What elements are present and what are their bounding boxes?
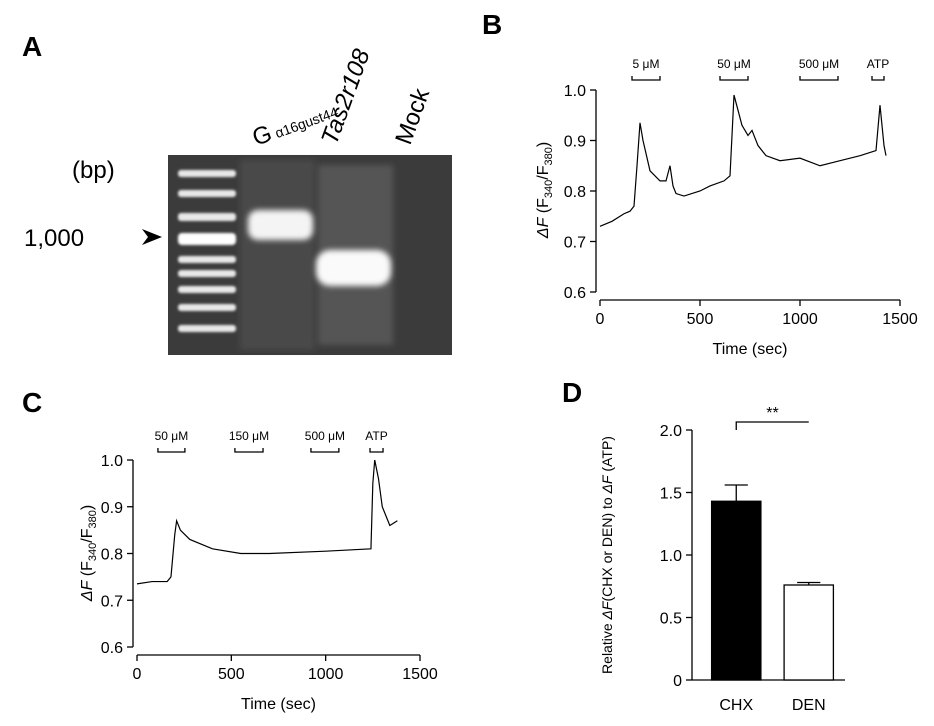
label-part: ) bbox=[79, 505, 96, 510]
stimulus-label: ATP bbox=[365, 429, 387, 443]
panel-label: C bbox=[22, 387, 42, 418]
x-tick-label: CHX bbox=[719, 697, 753, 714]
size-marker: 1,000 bbox=[24, 225, 84, 252]
y-tick-label: 0.6 bbox=[101, 640, 123, 657]
y-axis-label: Relative ΔF(CHX or DEN) to ΔF (ATP) bbox=[599, 436, 615, 674]
label-part: ΔF bbox=[535, 216, 552, 239]
label-part: (F bbox=[79, 561, 96, 581]
trace bbox=[136, 459, 398, 585]
label-part: ΔF bbox=[599, 474, 615, 494]
x-tick-label: 0 bbox=[133, 666, 142, 683]
stimulus-label: 500 μM bbox=[799, 57, 839, 71]
label-part: /F bbox=[535, 165, 552, 179]
y-axis-label: ΔF (F340/F380) bbox=[535, 142, 555, 239]
bar bbox=[783, 584, 835, 681]
stimulus-bar bbox=[871, 76, 885, 81]
panel-label: A bbox=[22, 31, 42, 62]
stimulus-label: ATP bbox=[867, 57, 889, 71]
y-tick-label: 0 bbox=[673, 673, 682, 690]
gel-panel: A (bp) 1,000 Gα16gust44 Tas2r108 Mock bbox=[22, 31, 452, 355]
label-part: ) bbox=[535, 142, 552, 147]
size-unit: (bp) bbox=[72, 157, 115, 184]
stimulus-label: 500 μM bbox=[305, 429, 345, 443]
label-part: 380 bbox=[543, 147, 555, 165]
trace bbox=[599, 94, 887, 227]
lane-label-main: G bbox=[249, 120, 276, 152]
gel-band bbox=[248, 210, 313, 240]
panel-label: D bbox=[562, 377, 582, 408]
stimulus-label: 5 μM bbox=[633, 57, 660, 71]
significance-label: ** bbox=[766, 405, 778, 422]
y-tick-label: 0.9 bbox=[101, 500, 123, 517]
marker-arrow bbox=[142, 229, 162, 245]
stimulus-bar bbox=[631, 76, 661, 81]
ladder bbox=[178, 170, 236, 332]
x-tick-label: DEN bbox=[792, 697, 826, 714]
stimulus-bar bbox=[799, 76, 839, 81]
x-tick-label: 500 bbox=[687, 311, 714, 328]
y-tick-label: 0.5 bbox=[660, 611, 682, 628]
stimulus-bar bbox=[234, 448, 264, 453]
stimulus-label: 50 μM bbox=[717, 57, 751, 71]
lane-bg bbox=[240, 160, 315, 350]
error-bar bbox=[797, 581, 821, 585]
label-part: (F bbox=[535, 198, 552, 218]
y-tick-label: 2.0 bbox=[660, 423, 682, 440]
label-part: 340 bbox=[543, 180, 555, 198]
x-tick-label: 500 bbox=[218, 666, 245, 683]
y-tick-label: 1.5 bbox=[660, 486, 682, 503]
label-part: /F bbox=[79, 528, 96, 542]
stimulus-label: 150 μM bbox=[229, 429, 269, 443]
y-axis-label: ΔF (F340/F380) bbox=[79, 505, 99, 602]
stimulus-bar bbox=[369, 448, 384, 453]
y-tick-label: 0.9 bbox=[564, 134, 586, 151]
lane-label: Mock bbox=[390, 84, 435, 148]
lane-label: Tas2r108 bbox=[316, 45, 376, 148]
x-tick-label: 1500 bbox=[882, 311, 918, 328]
stimulus-bar bbox=[719, 76, 749, 81]
y-tick-label: 1.0 bbox=[101, 453, 123, 470]
y-tick-label: 0.8 bbox=[101, 547, 123, 564]
y-tick-label: 0.6 bbox=[564, 285, 586, 302]
significance-bracket bbox=[735, 421, 809, 430]
gel-band bbox=[316, 250, 391, 286]
y-tick-label: 0.7 bbox=[101, 593, 123, 610]
label-part: Relative bbox=[599, 619, 615, 673]
y-tick-label: 1.0 bbox=[660, 548, 682, 565]
y-tick-label: 0.7 bbox=[564, 235, 586, 252]
x-tick-label: 1000 bbox=[308, 666, 344, 683]
label-part: (CHX or DEN) to bbox=[599, 493, 615, 601]
label-part: ΔF bbox=[79, 579, 96, 602]
label-part: ΔF bbox=[599, 600, 615, 620]
bar bbox=[710, 500, 762, 681]
x-tick-label: 1000 bbox=[782, 311, 818, 328]
label-part: (ATP) bbox=[599, 436, 615, 475]
label-part: 380 bbox=[87, 510, 99, 528]
error-bar bbox=[724, 484, 748, 502]
x-tick-label: 1500 bbox=[402, 666, 438, 683]
stimulus-bar bbox=[310, 448, 340, 453]
y-tick-label: 1.0 bbox=[564, 83, 586, 100]
x-axis-label: Time (sec) bbox=[713, 341, 788, 358]
stimulus-label: 50 μM bbox=[155, 429, 189, 443]
y-tick-label: 0.8 bbox=[564, 184, 586, 201]
panel-label: B bbox=[482, 9, 502, 40]
label-part: 340 bbox=[87, 543, 99, 561]
x-axis-label: Time (sec) bbox=[241, 696, 316, 713]
stimulus-bar bbox=[157, 448, 186, 453]
x-tick-label: 0 bbox=[596, 311, 605, 328]
